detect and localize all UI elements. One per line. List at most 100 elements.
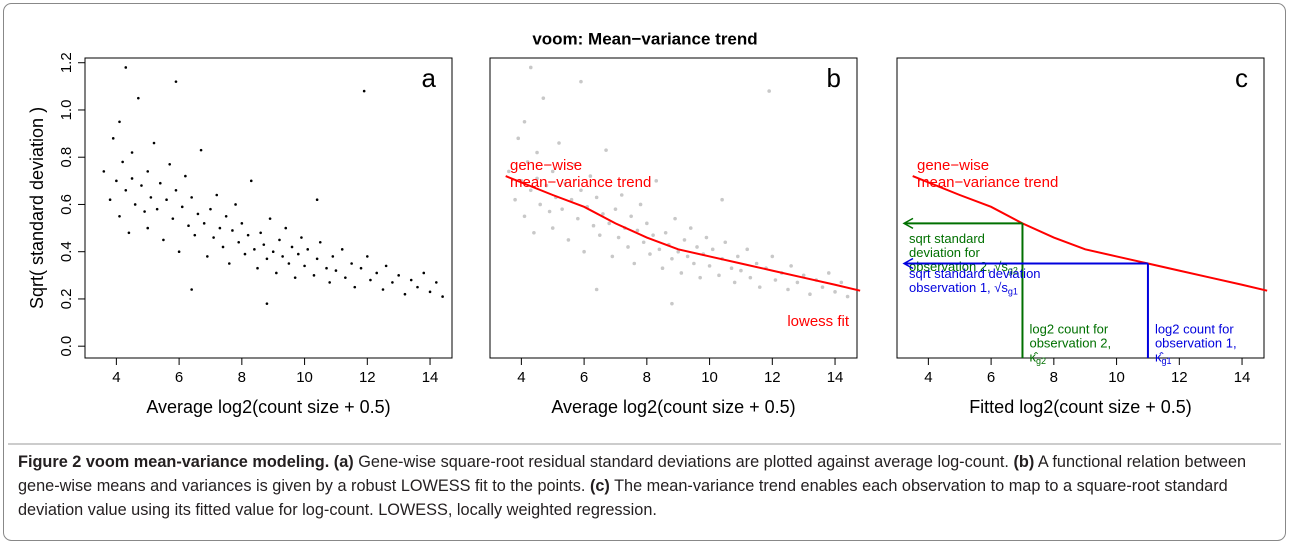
point	[597, 233, 602, 237]
point	[441, 295, 444, 298]
point	[221, 245, 225, 249]
trend-label: mean−variance trend	[510, 174, 651, 191]
point	[572, 162, 577, 167]
point	[616, 235, 621, 240]
point	[770, 254, 775, 259]
point	[629, 214, 633, 219]
point	[293, 276, 297, 279]
point	[171, 217, 175, 220]
point	[278, 238, 281, 242]
point	[767, 89, 771, 93]
y-tick-label: 0.0	[58, 336, 75, 357]
point	[143, 210, 146, 213]
point	[340, 248, 344, 251]
point	[212, 236, 215, 239]
point	[152, 141, 156, 145]
point	[839, 280, 844, 285]
point	[638, 202, 643, 207]
point	[619, 193, 624, 197]
caption-text: The mean-variance trend enables each obs…	[18, 477, 1228, 519]
point	[231, 229, 234, 232]
point	[331, 255, 335, 258]
point	[375, 271, 379, 275]
point	[199, 148, 203, 152]
guide-y-text-sub: g1	[1008, 287, 1018, 297]
caption: Figure 2 voom mean-variance modeling. (a…	[18, 450, 1268, 522]
point	[296, 252, 300, 256]
caption-label: (a)	[333, 453, 354, 471]
point	[707, 264, 712, 268]
point	[325, 266, 328, 270]
point	[757, 285, 762, 289]
point	[682, 238, 687, 242]
point	[685, 254, 690, 259]
point	[808, 292, 812, 297]
point	[789, 264, 793, 268]
point	[754, 261, 759, 266]
point	[657, 247, 662, 252]
point	[290, 245, 294, 249]
point	[344, 276, 347, 279]
point	[196, 212, 200, 216]
point	[265, 302, 269, 305]
point	[516, 136, 521, 141]
point	[594, 287, 599, 292]
point	[607, 221, 611, 226]
point	[350, 262, 353, 265]
y-tick-label: 0.6	[58, 194, 75, 215]
point	[334, 269, 338, 272]
x-tick-label: 4	[517, 369, 525, 386]
point	[353, 285, 357, 289]
point	[275, 271, 278, 275]
x-axis-label: Average log2(count size + 0.5)	[551, 397, 795, 417]
arrow-head	[902, 257, 914, 270]
point	[234, 203, 237, 206]
x-tick-label: 14	[1234, 369, 1251, 386]
x-tick-label: 12	[764, 369, 781, 386]
point	[532, 231, 536, 235]
point	[262, 243, 266, 246]
trend-label: gene−wise	[510, 157, 582, 174]
point	[318, 240, 322, 244]
point	[121, 160, 124, 164]
caption-text: A functional relation between gene-wise …	[18, 453, 1247, 495]
point	[544, 183, 549, 188]
trend-line	[505, 175, 861, 292]
point	[845, 294, 850, 299]
point	[381, 288, 385, 291]
trend-label: gene−wise	[917, 157, 989, 174]
point	[651, 233, 655, 237]
point	[124, 188, 128, 192]
point	[237, 240, 241, 244]
point	[190, 196, 193, 199]
point	[610, 254, 615, 259]
point	[507, 169, 511, 174]
point	[704, 235, 709, 240]
guide-y-text-sub: g2	[1008, 266, 1018, 276]
point	[820, 285, 825, 289]
point	[146, 226, 150, 230]
guide-y-text: sqrt standard deviation	[909, 266, 1041, 281]
point	[717, 273, 721, 278]
point	[732, 280, 737, 285]
point	[284, 226, 288, 230]
point	[826, 271, 831, 275]
point	[287, 262, 291, 265]
point	[137, 96, 140, 100]
figure-title: voom: Mean−variance trend	[532, 29, 757, 48]
point	[155, 207, 159, 211]
guide-x-text-sub: g2	[1036, 356, 1046, 366]
x-tick-label: 14	[422, 369, 439, 386]
point	[673, 216, 677, 221]
point	[174, 80, 178, 83]
point	[193, 233, 197, 237]
point	[243, 252, 247, 256]
point	[591, 223, 596, 228]
point	[773, 278, 778, 282]
point	[648, 252, 652, 256]
plot-box	[84, 57, 453, 359]
guide-x-text: observation 2,	[1029, 335, 1111, 350]
point	[366, 255, 369, 258]
